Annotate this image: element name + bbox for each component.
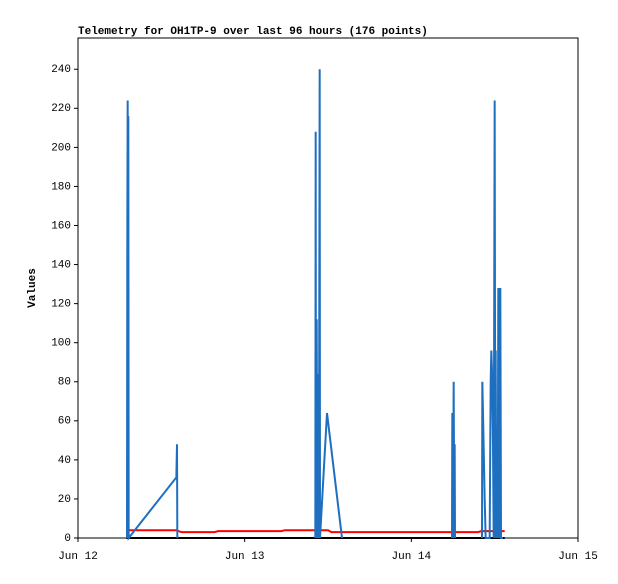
y-tick-label: 0 (64, 533, 71, 545)
y-tick-label: 100 (51, 338, 71, 350)
chart-title: Telemetry for OH1TP-9 over last 96 hours… (78, 26, 428, 38)
plot-frame (77, 37, 579, 539)
y-tick-label: 240 (51, 64, 71, 76)
x-tick-label: Jun 13 (225, 551, 265, 563)
y-tick-label: 160 (51, 220, 71, 232)
y-tick-label: 120 (51, 299, 71, 311)
y-tick-label: 180 (51, 181, 71, 193)
y-tick-label: 140 (51, 259, 71, 271)
x-tick-label: Jun 12 (58, 551, 98, 563)
y-tick-label: 200 (51, 142, 71, 154)
series-line (128, 529, 505, 534)
y-tick-label: 220 (51, 103, 71, 115)
y-tick-label: 20 (58, 494, 71, 506)
y-tick-label: 80 (58, 377, 71, 389)
x-tick-label: Jun 15 (558, 551, 598, 563)
series-line (126, 69, 503, 541)
y-tick-label: 40 (58, 455, 71, 467)
x-tick-label: Jun 14 (392, 551, 432, 563)
y-axis-label: Values (27, 268, 39, 308)
y-tick-label: 60 (58, 416, 71, 428)
